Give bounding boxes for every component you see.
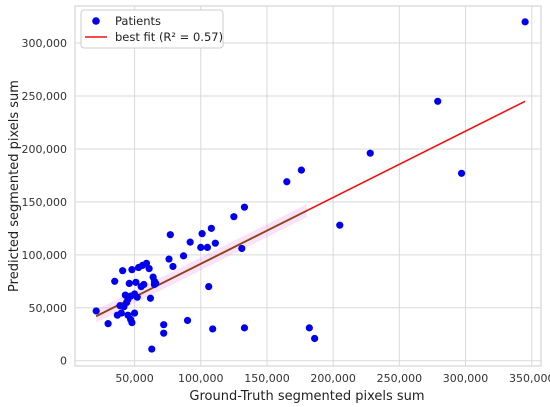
data-point	[238, 244, 246, 253]
data-point	[183, 316, 192, 325]
x-tick-labels: 50,000 100,000 150,000 200,000 250,000 300,00…	[115, 372, 550, 385]
x-axis-label: Ground-Truth segmented pixels sum	[189, 389, 424, 404]
data-point	[160, 321, 168, 329]
data-point	[198, 230, 206, 238]
x-tick-label: 150,000	[244, 372, 290, 385]
data-point	[186, 238, 194, 246]
data-point	[104, 320, 112, 328]
x-tick-label: 250,000	[377, 372, 423, 385]
data-point	[240, 203, 249, 211]
x-tick-label: 50,000	[115, 372, 154, 385]
data-point	[133, 293, 141, 301]
data-point	[521, 18, 529, 26]
plot-area	[74, 5, 542, 367]
data-point	[434, 97, 442, 105]
data-point	[169, 262, 177, 271]
data-point	[336, 221, 344, 229]
plot-background	[74, 5, 542, 367]
x-tick-label: 300,000	[443, 372, 489, 385]
y-tick-label: 50,000	[29, 302, 68, 315]
data-point	[240, 324, 249, 332]
data-point	[207, 224, 215, 232]
legend: Patients best fit (R² = 0.57)	[80, 9, 224, 49]
legend-label-patients: Patients	[115, 14, 161, 28]
y-tick-label: 250,000	[22, 90, 68, 103]
data-point	[130, 309, 139, 317]
x-tick-label: 100,000	[178, 372, 224, 385]
legend-box	[80, 9, 224, 49]
data-point	[152, 279, 160, 288]
data-point	[366, 149, 374, 157]
data-point	[160, 329, 168, 337]
data-point	[145, 264, 153, 273]
x-tick-label: 350,000	[509, 372, 550, 385]
y-tick-label: 100,000	[22, 249, 68, 262]
data-point	[128, 318, 136, 327]
data-point	[111, 277, 119, 285]
y-tick-label: 150,000	[22, 196, 68, 209]
data-point	[119, 267, 127, 275]
legend-label-best-fit: best fit (R² = 0.57)	[115, 30, 223, 44]
data-point	[125, 279, 133, 288]
y-axis-label: Predicted segmented pixels sum	[7, 80, 22, 292]
data-point	[132, 278, 140, 286]
y-tick-labels: 0 50,000 100,000 150,000 200,000 250,000 300,0…	[22, 37, 68, 368]
data-point	[305, 324, 313, 332]
y-tick-label: 300,000	[22, 37, 68, 50]
data-point	[197, 243, 205, 252]
data-point	[457, 169, 466, 177]
data-point	[92, 307, 100, 315]
data-point	[179, 252, 188, 260]
data-point	[211, 239, 219, 247]
y-tick-label: 0	[60, 355, 67, 368]
data-point	[230, 213, 238, 221]
data-point	[117, 309, 125, 317]
data-point	[311, 334, 319, 343]
data-point	[166, 231, 174, 239]
gridlines	[75, 6, 541, 366]
data-point	[148, 345, 156, 353]
data-point	[209, 325, 217, 333]
data-point	[146, 294, 155, 302]
y-tick-label: 200,000	[22, 143, 68, 156]
legend-marker-patients	[92, 17, 100, 25]
data-point	[140, 280, 148, 289]
data-point	[205, 282, 213, 291]
data-point	[128, 266, 136, 274]
x-tick-label: 200,000	[310, 372, 356, 385]
data-points	[92, 18, 529, 353]
data-point	[203, 243, 211, 252]
data-point	[297, 166, 305, 174]
data-point	[283, 178, 291, 186]
data-point	[165, 255, 173, 263]
